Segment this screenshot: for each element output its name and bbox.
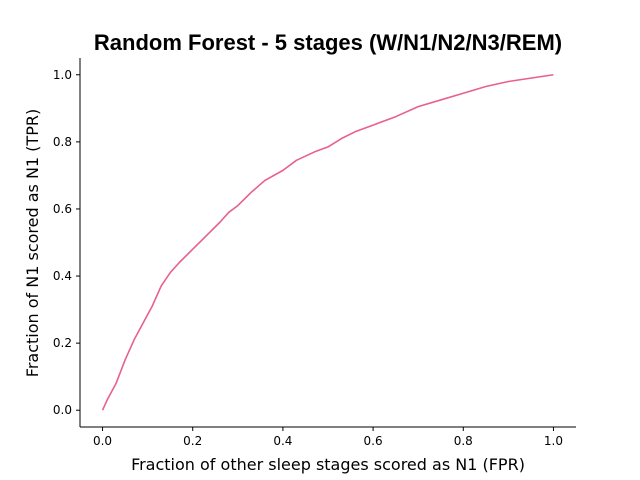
axes bbox=[79, 58, 576, 428]
x-tick-label: 1.0 bbox=[544, 434, 563, 448]
x-tick-label: 0.6 bbox=[364, 434, 383, 448]
y-tick-label: 0.8 bbox=[53, 135, 72, 149]
y-tick-label: 0.4 bbox=[53, 269, 72, 283]
ticks: 0.0 0.2 0.4 0.6 0.8 1.0 0.0 0.2 0.4 0.6 0.8 1.0 bbox=[53, 68, 563, 448]
y-tick-label: 0.6 bbox=[53, 202, 72, 216]
x-tick-label: 0.0 bbox=[93, 434, 112, 448]
chart-title: Random Forest - 5 stages (W/N1/N2/N3/REM… bbox=[94, 30, 562, 55]
x-tick-label: 0.4 bbox=[273, 434, 292, 448]
y-tick-label: 0.0 bbox=[53, 403, 72, 417]
x-axis-label: Fraction of other sleep stages scored as… bbox=[131, 455, 525, 474]
plot-area bbox=[101, 73, 554, 411]
y-tick-label: 1.0 bbox=[53, 68, 72, 82]
y-axis-label: Fraction of N1 scored as N1 (TPR) bbox=[23, 109, 42, 377]
roc-curve-line bbox=[101, 73, 554, 411]
x-tick-label: 0.8 bbox=[454, 434, 473, 448]
x-tick-label: 0.2 bbox=[183, 434, 202, 448]
y-tick-label: 0.2 bbox=[53, 336, 72, 350]
